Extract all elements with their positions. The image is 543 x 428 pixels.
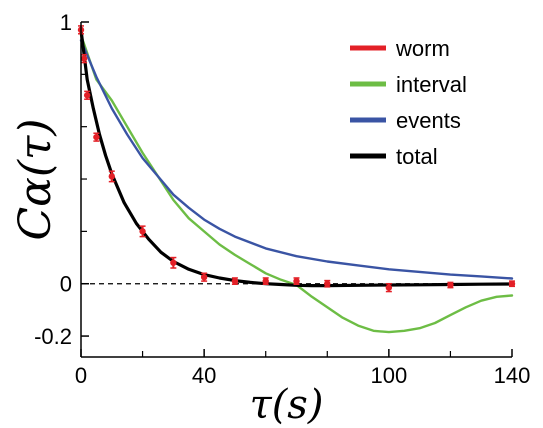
data-point-worm <box>324 279 331 288</box>
y-tick-label: -0.2 <box>34 324 72 349</box>
data-point-worm <box>80 53 88 64</box>
data-point-worm <box>93 132 100 142</box>
point-marker <box>170 259 177 266</box>
point-marker <box>385 284 393 291</box>
point-marker <box>293 277 300 285</box>
point-marker <box>108 173 115 180</box>
data-point-worm <box>200 272 208 282</box>
data-point-worm <box>231 277 239 285</box>
axis-labels: τ(s) Cα(τ) <box>10 118 323 428</box>
x-tick-label: 0 <box>75 363 87 388</box>
data-point-worm <box>170 256 177 269</box>
legend-label: events <box>396 108 461 133</box>
data-point-worm <box>108 170 115 183</box>
legend-item-events: events <box>350 108 461 133</box>
data-point-worm <box>447 281 454 289</box>
data-point-worm <box>262 277 269 285</box>
series-line-total <box>79 28 514 288</box>
point-marker <box>231 277 239 285</box>
point-marker <box>262 277 269 285</box>
x-axis-label: τ(s) <box>250 382 324 428</box>
legend-item-total: total <box>350 144 438 169</box>
data-point-worm <box>385 282 393 293</box>
legend: worm interval events total <box>350 36 467 169</box>
y-tick-label: 1 <box>60 10 72 35</box>
plot-area <box>77 25 516 334</box>
point-marker <box>139 228 146 235</box>
legend-label: interval <box>396 72 467 97</box>
x-tick-label: 100 <box>370 363 407 388</box>
data-point-worm <box>293 277 300 285</box>
data-point-worm <box>83 90 91 100</box>
point-marker <box>508 280 516 287</box>
y-tick-label: 0 <box>60 272 72 297</box>
legend-label: worm <box>395 36 450 61</box>
point-marker <box>200 273 208 281</box>
data-point-worm <box>508 280 516 288</box>
axes: 10-0.20 40 100 140 <box>34 10 530 388</box>
point-marker <box>324 280 331 287</box>
x-tick-label: 140 <box>494 363 531 388</box>
point-marker <box>83 92 91 99</box>
point-marker <box>80 55 88 62</box>
point-marker <box>447 281 454 289</box>
legend-label: total <box>396 144 438 169</box>
data-point-worm <box>139 225 146 238</box>
x-tick-label: 40 <box>192 363 216 388</box>
series-line-events <box>79 39 514 280</box>
legend-item-interval: interval <box>350 72 467 97</box>
y-axis-label: Cα(τ) <box>10 118 61 240</box>
point-marker <box>93 133 100 141</box>
legend-item-worm: worm <box>350 36 450 61</box>
